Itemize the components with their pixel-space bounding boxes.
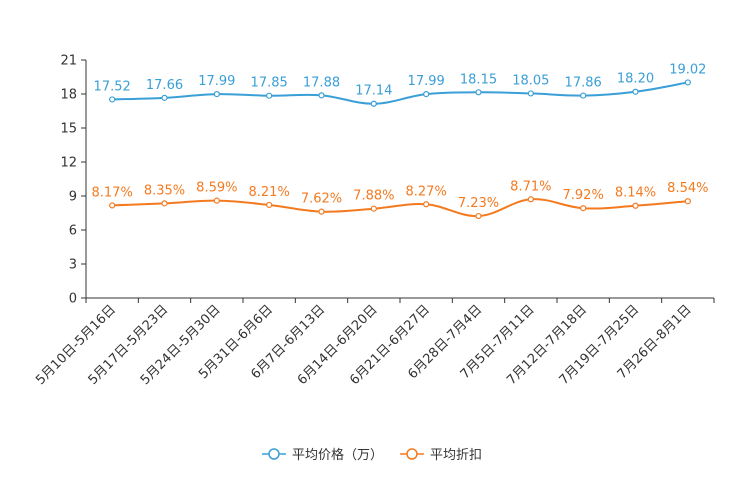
data-point [161,94,168,101]
data-point [423,201,430,208]
data-point [684,198,691,205]
data-point [684,79,691,86]
series-line [112,198,688,218]
data-point [580,92,587,99]
legend-marker [406,448,418,460]
data-point [527,90,534,97]
data-label: 8.54% [667,181,708,196]
legend-item-2: 平均折扣 [400,448,482,463]
data-label: 8.59% [196,181,237,196]
series-2: 8.17% 8.35% 8.59% 8.21% 7.62% 7.88% 8.27% 7.23%… [92,179,708,220]
data-point [213,91,220,98]
data-label: 17.88 [303,75,340,90]
data-point [370,100,377,107]
data-point [266,201,273,209]
data-point [318,92,325,99]
legend-item-1: 平均价格（万） [262,447,383,463]
data-label: 18.20 [617,72,654,87]
data-label: 17.52 [94,79,131,94]
data-label: 8.17% [92,185,133,200]
data-label: 8.27% [406,184,447,199]
legend: 平均价格（万） 平均折扣 [262,447,482,463]
data-point [109,96,116,103]
series-1: 17.52 17.66 17.99 17.85 17.88 17.14 17.99 18.15… [94,62,706,107]
data-point [370,205,377,212]
legend-marker [268,448,280,460]
data-label: 7.88% [353,189,394,204]
y-tick-label: 18 [60,88,77,103]
data-label: 17.14 [355,84,392,99]
data-point [423,91,430,98]
y-tick-label: 15 [60,122,77,137]
data-label: 7.23% [458,196,499,211]
y-tick-label: 21 [60,54,77,69]
data-point [632,202,639,209]
series-layer: 17.52 17.66 17.99 17.85 17.88 17.14 17.99 18.15… [92,62,708,220]
data-label: 8.71% [510,179,551,194]
data-point [475,89,482,96]
data-label: 18.15 [460,72,497,87]
data-label: 17.99 [408,74,445,89]
data-point [161,200,168,207]
series-line [112,81,689,105]
y-tick-label: 0 [69,292,77,307]
data-label: 17.66 [146,78,183,93]
data-point [109,202,116,209]
data-label: 8.35% [144,183,185,198]
data-label: 7.92% [563,188,604,203]
data-point [266,92,273,99]
y-tick-label: 3 [69,258,77,273]
data-point [580,205,587,212]
data-label: 17.85 [251,76,288,91]
y-tick-label: 9 [69,190,77,205]
data-label: 19.02 [669,62,706,77]
y-tick-label: 6 [69,224,77,239]
data-label: 17.86 [565,76,602,91]
data-point [475,212,482,220]
data-label: 18.05 [512,73,549,88]
data-label: 7.62% [301,192,342,207]
data-label: 17.99 [198,74,235,89]
data-point [527,196,534,203]
legend-label: 平均折扣 [430,448,482,463]
data-point [632,88,639,95]
data-label: 8.14% [615,186,656,201]
data-label: 8.21% [249,185,290,200]
data-point [318,208,325,215]
y-tick-label: 12 [60,156,77,171]
legend-label: 平均价格（万） [292,447,383,463]
data-point [213,197,220,204]
